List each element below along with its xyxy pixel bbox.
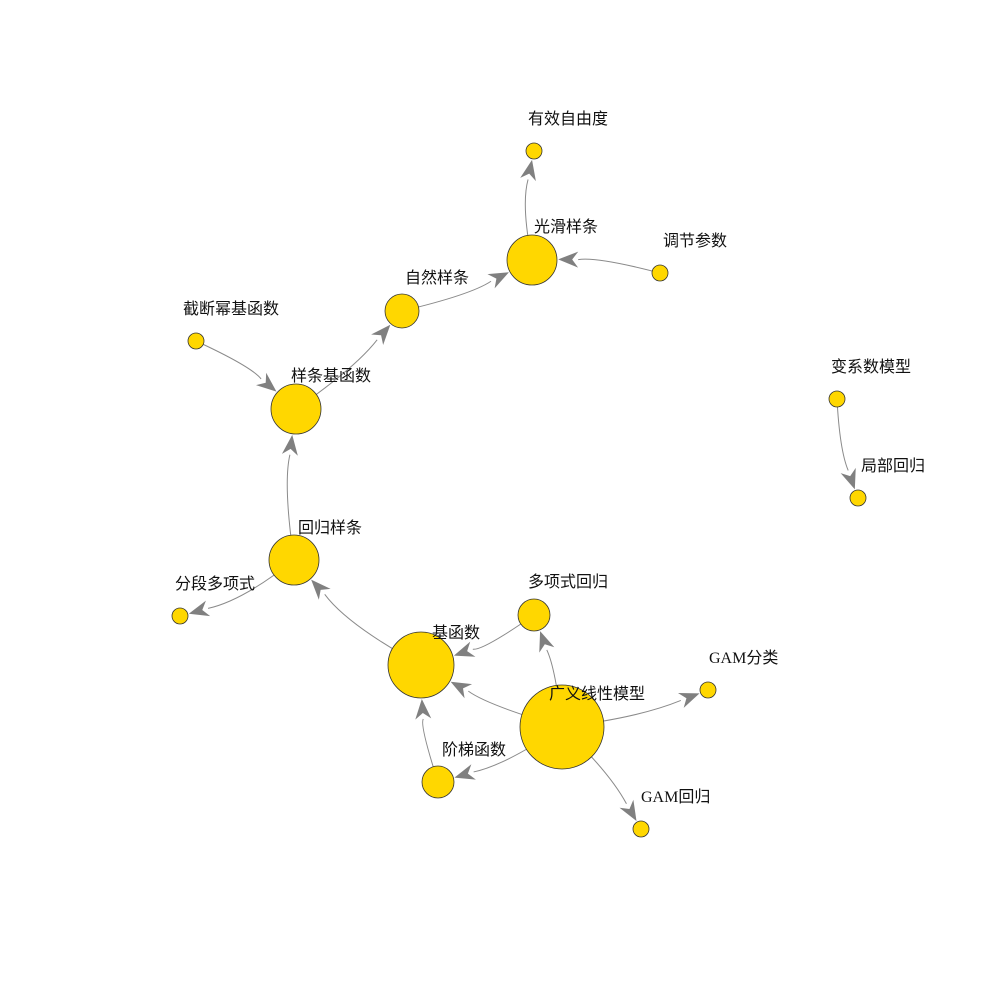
arrowhead-icon bbox=[677, 692, 700, 708]
node-label-duoxiangshi: 多项式回归 bbox=[528, 573, 608, 591]
node-duoxiangshi bbox=[517, 598, 551, 632]
node-label-jieduan: 截断幂基函数 bbox=[183, 300, 279, 318]
arrowhead-icon bbox=[453, 641, 476, 657]
node-youxiao bbox=[525, 142, 543, 160]
node-gamfenlei bbox=[699, 681, 717, 699]
arrowhead-icon bbox=[454, 764, 476, 780]
node-label-guangyi: 广义线性模型 bbox=[549, 685, 645, 703]
node-guanghua bbox=[506, 234, 558, 286]
node-ziran bbox=[384, 293, 420, 329]
node-label-yangtiaojihanshu: 样条基函数 bbox=[291, 367, 371, 385]
arrowhead-icon bbox=[415, 699, 432, 720]
node-label-guanghua: 光滑样条 bbox=[534, 218, 598, 236]
node-label-jieti: 阶梯函数 bbox=[442, 741, 506, 759]
node-label-gamfenlei: GAM分类 bbox=[709, 649, 778, 667]
node-fenduan bbox=[171, 607, 189, 625]
edge-line bbox=[578, 258, 661, 274]
arrowhead-icon bbox=[311, 579, 331, 600]
node-gamhuigui bbox=[632, 820, 650, 838]
node-yangtiaojihanshu bbox=[270, 383, 322, 435]
nodes-layer bbox=[171, 142, 867, 838]
node-label-tiaojie: 调节参数 bbox=[663, 232, 727, 250]
node-label-ziran: 自然样条 bbox=[405, 269, 469, 287]
node-label-youxiao: 有效自由度 bbox=[528, 110, 608, 128]
node-label-gamhuigui: GAM回归 bbox=[641, 788, 710, 806]
arrowhead-icon bbox=[520, 159, 536, 182]
node-label-jubu: 局部回归 bbox=[861, 457, 925, 475]
node-huigui bbox=[268, 534, 320, 586]
node-bianxishu bbox=[828, 390, 846, 408]
arrowhead-icon bbox=[255, 372, 277, 392]
node-label-huigui: 回归样条 bbox=[298, 519, 362, 537]
arrowhead-icon bbox=[487, 272, 509, 289]
node-label-bianxishu: 变系数模型 bbox=[831, 358, 911, 376]
node-label-jihanshu: 基函数 bbox=[432, 624, 480, 642]
arrowhead-icon bbox=[450, 681, 473, 699]
arrowhead-icon bbox=[558, 251, 579, 268]
arrowhead-icon bbox=[840, 467, 856, 490]
arrowhead-icon bbox=[371, 324, 391, 346]
node-jieti bbox=[421, 765, 455, 799]
edge-tiaojie-to-guanghua bbox=[558, 251, 661, 274]
node-tiaojie bbox=[651, 264, 669, 282]
edge-bianxishu-to-jubu bbox=[836, 398, 856, 490]
node-jihanshu bbox=[387, 631, 455, 699]
arrowhead-icon bbox=[281, 434, 298, 456]
arrowhead-icon bbox=[619, 799, 637, 822]
node-guangyi bbox=[519, 684, 605, 770]
arrowhead-icon bbox=[539, 631, 555, 653]
edge-jieduan-to-yangtiaojihanshu bbox=[195, 340, 277, 392]
edge-line bbox=[195, 340, 262, 380]
node-jubu bbox=[849, 489, 867, 507]
node-label-fenduan: 分段多项式 bbox=[175, 575, 255, 593]
edge-line bbox=[836, 398, 849, 471]
arrowhead-icon bbox=[188, 600, 211, 617]
node-jieduan bbox=[187, 332, 205, 350]
